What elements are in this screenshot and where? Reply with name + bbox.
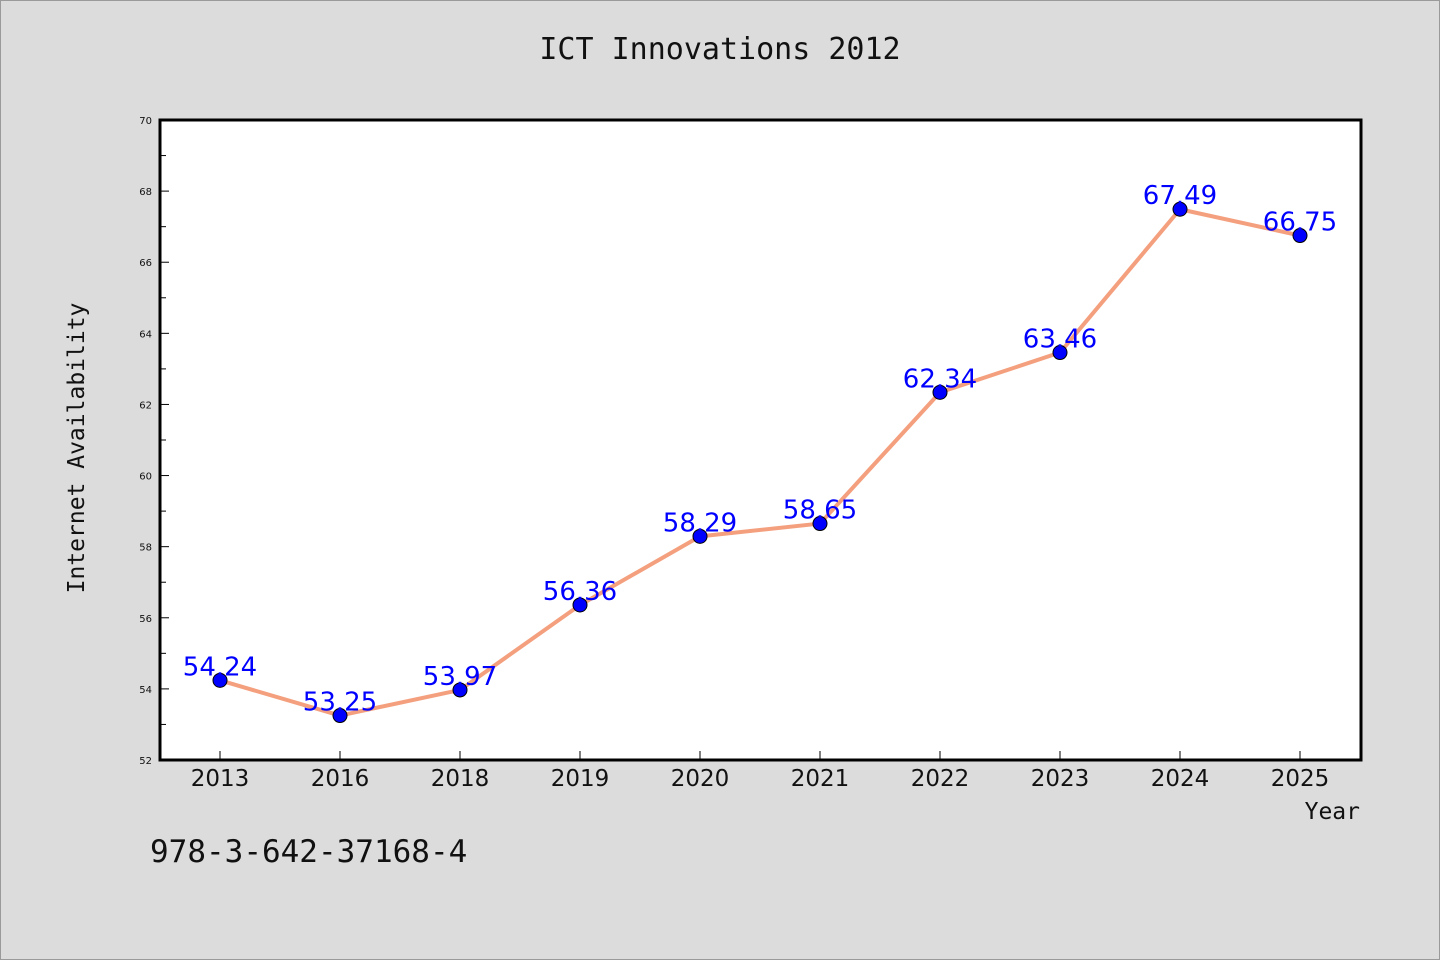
y-tick-label: 70: [139, 116, 152, 127]
y-tick-label: 66: [139, 258, 152, 269]
y-tick-label: 62: [139, 400, 152, 411]
data-point: [1052, 345, 1068, 361]
data-label: 53.97: [423, 662, 497, 692]
data-label: 66.75: [1263, 208, 1337, 238]
y-axis-label: Internet Availability: [64, 303, 90, 594]
x-tick-label: 2022: [911, 766, 970, 792]
series-markers: [212, 201, 1308, 724]
x-tick-label: 2016: [311, 766, 370, 792]
data-label: 54.24: [183, 652, 257, 682]
x-axis-label: Year: [1305, 799, 1360, 825]
data-label: 58.65: [783, 496, 857, 526]
y-tick-label: 64: [139, 329, 152, 340]
data-label: 63.46: [1023, 325, 1097, 355]
data-label: 58.29: [663, 508, 737, 538]
data-label: 62.34: [903, 364, 977, 394]
x-axis: 2013 2016 2018 2019 2020 2021 2022 2023 2024 2025: [191, 751, 1330, 792]
data-point: [212, 672, 228, 688]
data-label: 67.49: [1143, 181, 1217, 211]
x-tick-label: 2020: [671, 766, 730, 792]
y-tick-label: 58: [139, 543, 152, 554]
x-tick-label: 2019: [551, 766, 610, 792]
data-point: [332, 708, 348, 724]
data-labels: 54.24 53.25 53.97 56.36 58.29 58.65 62.34 63.46…: [183, 181, 1337, 717]
data-point: [692, 528, 708, 544]
data-point: [1172, 201, 1188, 217]
x-tick-label: 2025: [1271, 766, 1330, 792]
data-label: 53.25: [303, 688, 377, 718]
y-tick-label: 52: [139, 756, 152, 767]
isbn-label: 978-3-642-37168-4: [150, 834, 468, 870]
x-tick-label: 2018: [431, 766, 490, 792]
y-tick-label: 68: [139, 187, 152, 198]
data-point: [452, 682, 468, 698]
x-tick-label: 2023: [1031, 766, 1090, 792]
x-tick-label: 2024: [1151, 766, 1210, 792]
data-point: [932, 384, 948, 400]
data-point: [812, 516, 828, 532]
y-tick-label: 54: [139, 685, 152, 696]
y-tick-label: 56: [139, 614, 152, 625]
plot-area: [158, 118, 1363, 762]
series-line: [219, 207, 1301, 718]
x-tick-label: 2013: [191, 766, 250, 792]
y-axis: 52 54 56 58 60 62 64 66 68 70: [139, 116, 169, 767]
y-tick-label: 60: [139, 472, 152, 483]
chart-title: ICT Innovations 2012: [539, 32, 901, 67]
data-point: [1292, 228, 1308, 244]
x-tick-label: 2021: [791, 766, 850, 792]
data-label: 56.36: [543, 577, 617, 607]
data-point: [572, 597, 588, 613]
